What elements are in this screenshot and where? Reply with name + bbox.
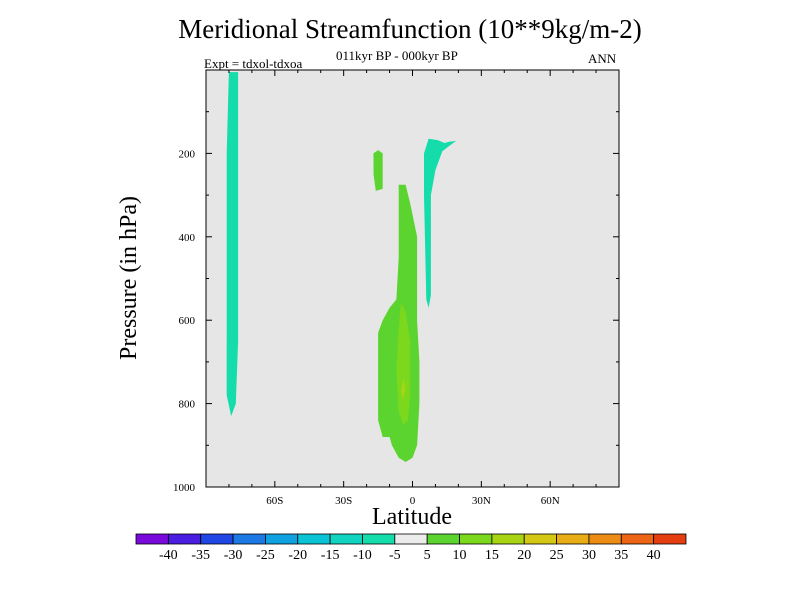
colorbar-swatch bbox=[653, 533, 687, 545]
colorbar-label: -35 bbox=[191, 548, 210, 563]
colorbar-label: 35 bbox=[614, 548, 628, 563]
colorbar-label: 20 bbox=[517, 548, 531, 563]
colorbar-swatch bbox=[297, 533, 331, 545]
colorbar-label: 10 bbox=[453, 548, 467, 563]
colorbar-swatch bbox=[329, 533, 363, 545]
colorbar-swatch bbox=[362, 533, 396, 545]
colorbar-swatch bbox=[556, 533, 590, 545]
colorbar-label: -10 bbox=[353, 548, 372, 563]
colorbar-label: -30 bbox=[224, 548, 243, 563]
colorbar-swatch bbox=[265, 533, 299, 545]
contour-region-3 bbox=[373, 150, 383, 191]
chart-subtitle: 011kyr BP - 000kyr BP bbox=[336, 48, 458, 63]
y-tick-label: 600 bbox=[179, 315, 196, 327]
axis-ticks: 60S 30S 0 30N 60N 200 400 600 800 1000 bbox=[173, 70, 619, 507]
colorbar-swatch bbox=[523, 533, 557, 545]
x-tick-label: 60N bbox=[541, 495, 560, 507]
colorbar-label: -20 bbox=[288, 548, 307, 563]
colorbar-swatch bbox=[200, 533, 234, 545]
colorbar-label: -40 bbox=[159, 548, 178, 563]
colorbar: -40 -35 -30 -25 -20 -15 -10 -5 5 10 15 20 25 30 35 40 bbox=[135, 533, 687, 563]
y-tick-label: 200 bbox=[179, 148, 196, 160]
colorbar-swatch bbox=[426, 533, 460, 545]
experiment-label: Expt = tdxol-tdxoa bbox=[204, 56, 303, 71]
colorbar-swatch bbox=[491, 533, 525, 545]
season-label: ANN bbox=[588, 51, 617, 66]
contour-region-1 bbox=[226, 72, 239, 417]
colorbar-label: -15 bbox=[321, 548, 340, 563]
x-tick-label: 30S bbox=[335, 495, 352, 507]
colorbar-label: -5 bbox=[389, 548, 401, 563]
colorbar-label: 30 bbox=[582, 548, 596, 563]
x-tick-label: 30N bbox=[472, 495, 491, 507]
chart-title: Meridional Streamfunction (10**9kg/m-2) bbox=[178, 14, 642, 44]
colorbar-label: 5 bbox=[424, 548, 431, 563]
x-axis-label: Latitude bbox=[372, 504, 452, 530]
contour-regions bbox=[226, 72, 457, 462]
contour-region-6 bbox=[401, 378, 406, 400]
colorbar-swatch bbox=[394, 533, 428, 545]
x-tick-label: 60S bbox=[266, 495, 283, 507]
colorbar-swatch bbox=[135, 533, 169, 545]
contour-region-2 bbox=[424, 138, 457, 308]
x-tick-label: 0 bbox=[410, 495, 416, 507]
colorbar-swatch bbox=[167, 533, 202, 545]
colorbar-swatch bbox=[459, 533, 493, 545]
y-tick-label: 400 bbox=[179, 232, 196, 244]
y-axis-label: Pressure (in hPa) bbox=[116, 196, 142, 360]
y-tick-label: 1000 bbox=[173, 482, 196, 494]
colorbar-swatch bbox=[232, 533, 266, 545]
colorbar-label: 40 bbox=[647, 548, 661, 563]
colorbar-label: 25 bbox=[550, 548, 564, 563]
y-tick-label: 800 bbox=[179, 399, 196, 411]
colorbar-label: -25 bbox=[256, 548, 275, 563]
contour-region-5 bbox=[396, 303, 411, 425]
colorbar-swatch bbox=[588, 533, 622, 545]
colorbar-label: 15 bbox=[485, 548, 499, 563]
colorbar-swatch bbox=[620, 533, 655, 545]
